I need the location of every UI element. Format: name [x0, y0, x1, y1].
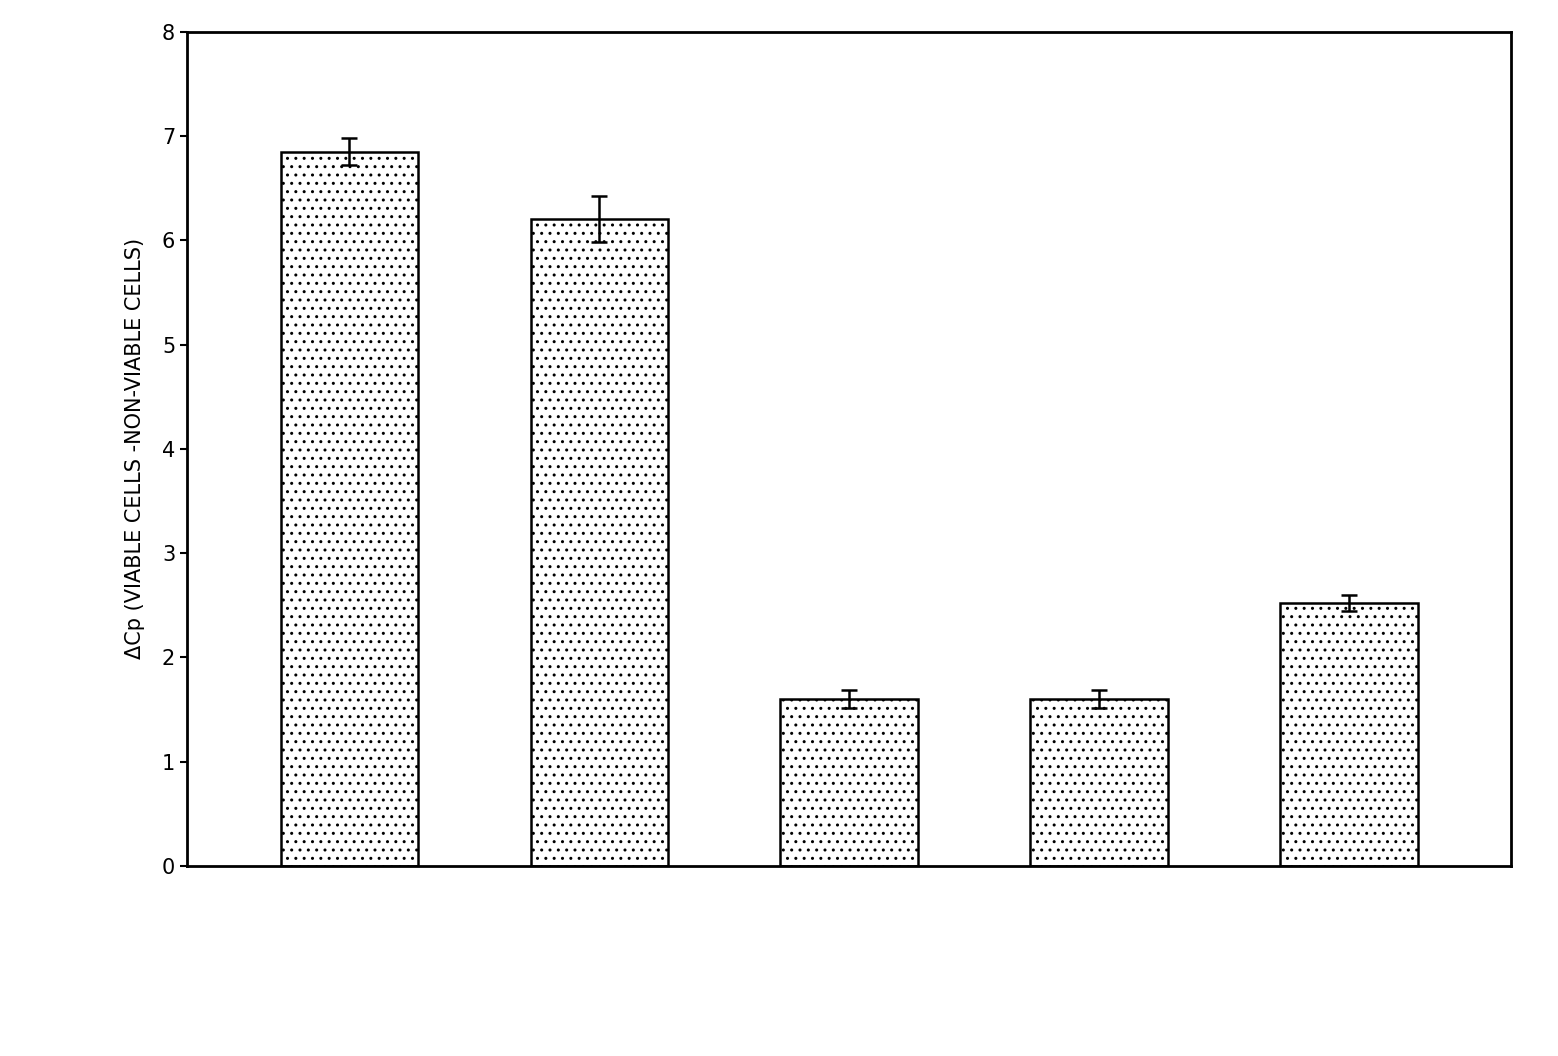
- Bar: [531, 220, 668, 866]
- Y-axis label: ΔCp (VIABLE CELLS -NON-VIABLE CELLS): ΔCp (VIABLE CELLS -NON-VIABLE CELLS): [125, 239, 145, 659]
- Bar: [1281, 603, 1418, 866]
- Bar: [1030, 699, 1167, 866]
- Bar: [781, 699, 918, 866]
- Bar: [280, 152, 418, 866]
